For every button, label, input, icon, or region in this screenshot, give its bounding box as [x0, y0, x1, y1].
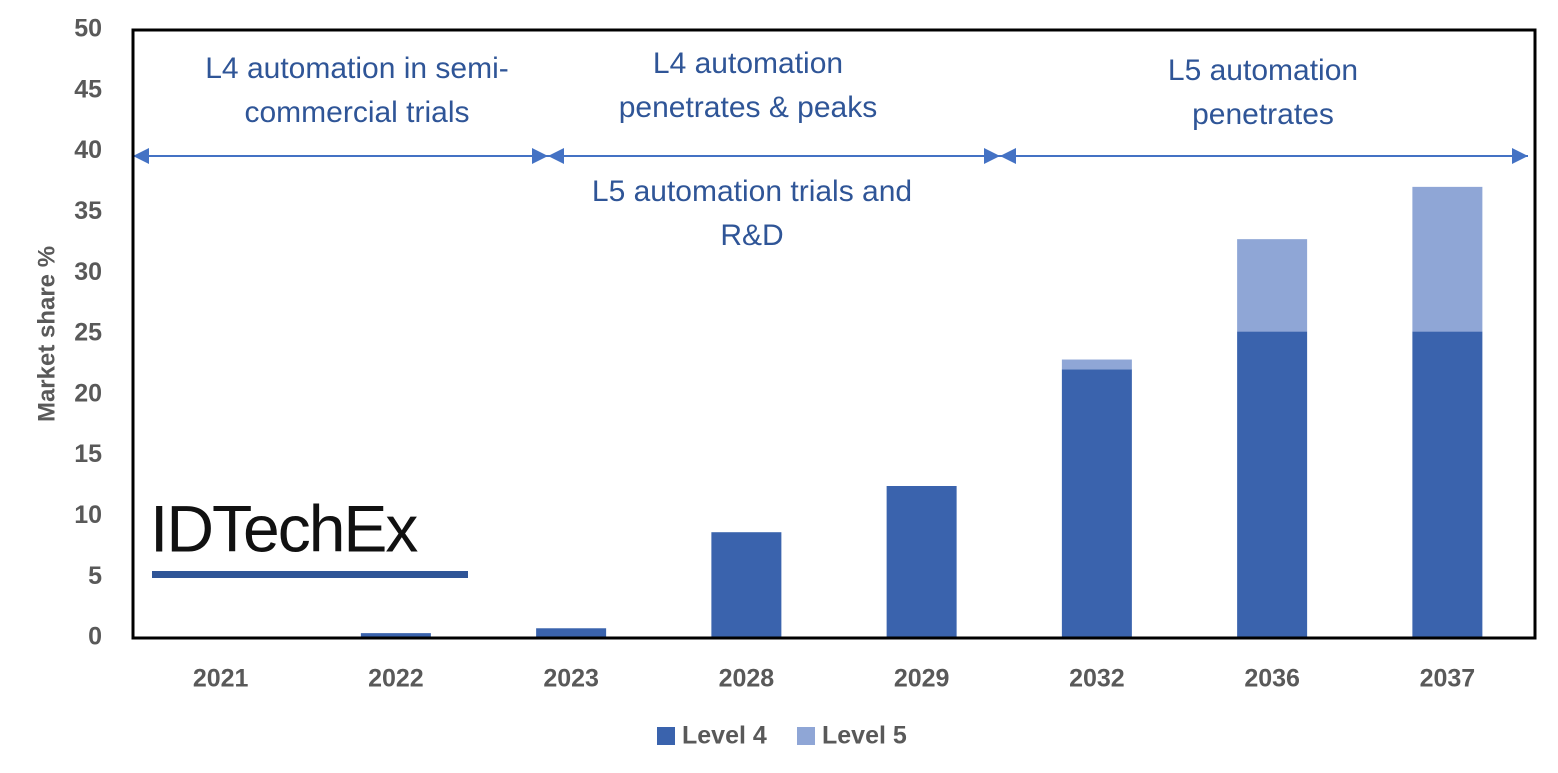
y-tick-label: 35: [74, 197, 102, 225]
bar-segment: [536, 628, 607, 638]
legend-swatch: [797, 727, 815, 745]
x-tick-label: 2022: [368, 665, 424, 693]
bar-segment: [1061, 369, 1132, 638]
annotation: R&D: [720, 219, 783, 252]
legend-swatch: [657, 727, 675, 745]
y-tick-label: 40: [74, 136, 102, 164]
x-tick-label: 2029: [894, 665, 950, 693]
annotation: penetrates: [1192, 98, 1334, 131]
y-tick-label: 0: [88, 623, 102, 651]
x-tick-label: 2032: [1069, 665, 1125, 693]
annotation: L5 automation: [1168, 54, 1358, 87]
y-tick-label: 20: [74, 379, 102, 407]
bar-segment: [1412, 331, 1483, 638]
y-axis-label: Market share %: [33, 246, 60, 422]
annotation: commercial trials: [244, 96, 469, 129]
y-tick-label: 30: [74, 258, 102, 286]
y-tick-label: 50: [74, 15, 102, 43]
plot-frame: [131, 28, 1537, 640]
bar-segment: [1237, 331, 1308, 638]
x-tick-label: 2037: [1420, 665, 1476, 693]
bar-segment: [1412, 186, 1483, 332]
x-tick-label: 2028: [719, 665, 775, 693]
annotation: L4 automation: [653, 47, 843, 80]
annotation: penetrates & peaks: [619, 91, 878, 124]
bar-segment: [711, 532, 782, 638]
logo-underline: [152, 571, 468, 578]
x-tick-label: 2023: [543, 665, 599, 693]
y-tick-label: 45: [74, 75, 102, 103]
logo: IDTechEx: [150, 491, 418, 565]
bar-segment: [360, 633, 431, 638]
bar-segment: [1061, 359, 1132, 370]
legend-label: Level 5: [822, 722, 907, 750]
y-tick-label: 5: [88, 562, 102, 590]
legend-label: Level 4: [682, 722, 767, 750]
annotation: L4 automation in semi-: [205, 52, 509, 85]
x-tick-label: 2036: [1244, 665, 1300, 693]
annotation: L5 automation trials and: [592, 175, 912, 208]
bar-segment: [886, 486, 957, 638]
bar-segment: [1237, 239, 1308, 332]
y-tick-label: 15: [74, 440, 102, 468]
x-tick-label: 2021: [193, 665, 249, 693]
y-tick-label: 10: [74, 501, 102, 529]
y-tick-label: 25: [74, 319, 102, 347]
